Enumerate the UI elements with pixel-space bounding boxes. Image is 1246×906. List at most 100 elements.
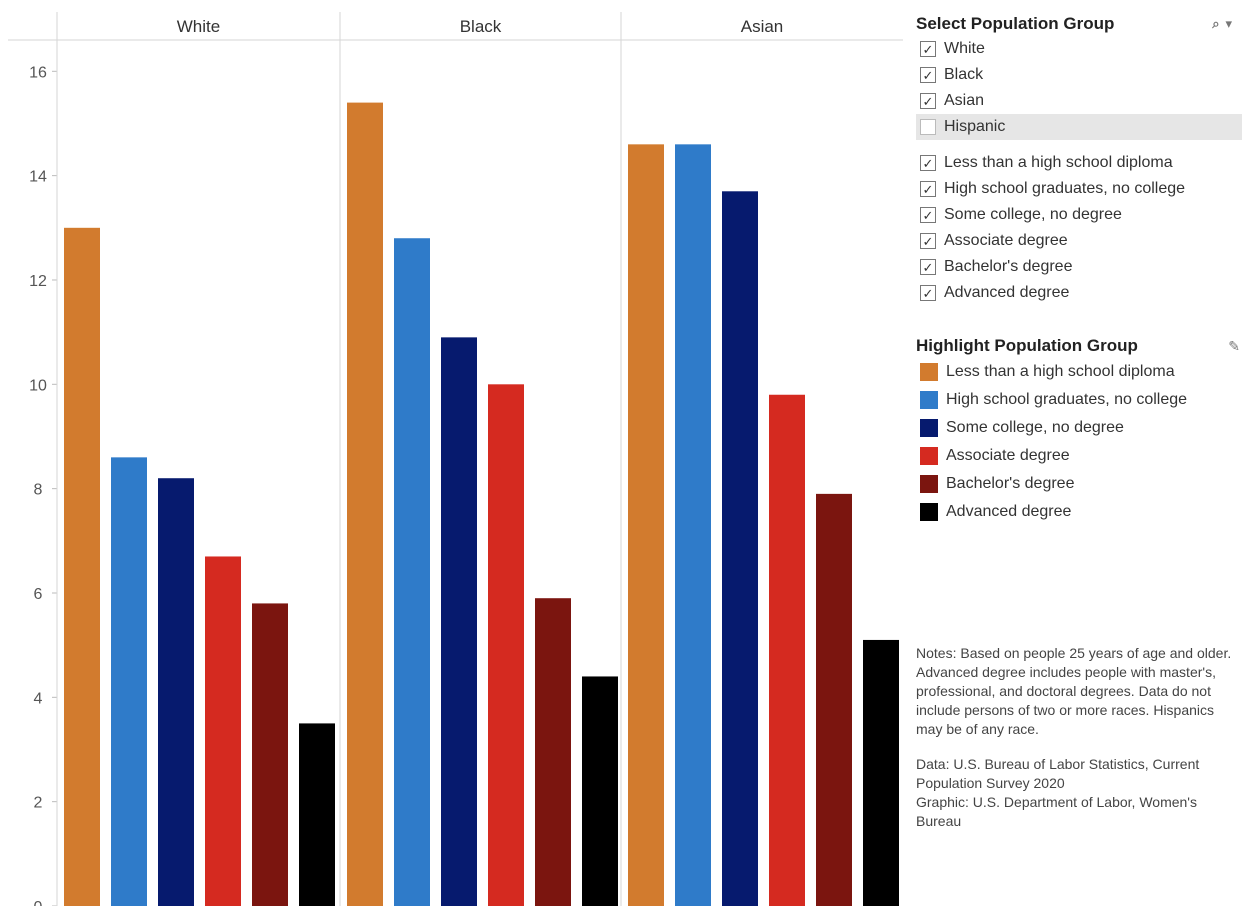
bar [299, 723, 335, 906]
y-tick-label: 6 [34, 586, 43, 603]
panel-header: Black [460, 17, 502, 36]
checkbox[interactable]: ✓ [920, 259, 936, 275]
y-axis: 0 2 4 6 8 10 12 14 16 [29, 64, 57, 906]
education-level-option-label: Advanced degree [944, 284, 1070, 301]
bar [347, 102, 383, 906]
bar [64, 227, 100, 906]
side-panel: Select Population Group ⌕▾ ✓ White ✓ Black ✓… [916, 12, 1242, 526]
bar [111, 457, 147, 906]
checkbox[interactable]: ✓ [920, 181, 936, 197]
bar [769, 394, 805, 906]
legend-list: Less than a high school diploma High scho… [916, 358, 1242, 526]
legend-item[interactable]: High school graduates, no college [916, 386, 1242, 414]
bar-marks [64, 102, 899, 906]
legend-swatch [920, 419, 938, 437]
bar [816, 493, 852, 906]
population-group-option[interactable]: ✓ Asian [916, 88, 1242, 114]
checkbox[interactable]: ✓ [920, 41, 936, 57]
filter-title: Select Population Group ⌕▾ [916, 12, 1242, 36]
checkbox[interactable]: ✓ [920, 207, 936, 223]
population-filter: Select Population Group ⌕▾ ✓ White ✓ Black ✓… [916, 12, 1242, 306]
data-source: Data: U.S. Bureau of Labor Statistics, C… [916, 756, 1200, 791]
dropdown-arrow-icon[interactable]: ▾ [1225, 16, 1238, 31]
education-level-option[interactable]: ✓ Advanced degree [916, 280, 1242, 306]
bar [158, 478, 194, 906]
bar [628, 144, 664, 906]
legend-label: Advanced degree [946, 503, 1072, 520]
population-group-option[interactable]: ✓ White [916, 36, 1242, 62]
y-tick-label: 0 [34, 899, 43, 906]
education-level-option-label: Bachelor's degree [944, 258, 1073, 275]
checkbox[interactable]: ✓ [920, 93, 936, 109]
bar [394, 238, 430, 906]
legend-swatch [920, 503, 938, 521]
y-tick-label: 10 [29, 377, 47, 394]
checkbox[interactable] [920, 119, 936, 135]
legend-label: Bachelor's degree [946, 475, 1075, 492]
legend-label: Less than a high school diploma [946, 363, 1175, 380]
filter-title-icons: ⌕▾ [1212, 12, 1238, 36]
checkbox[interactable]: ✓ [920, 155, 936, 171]
bar [535, 598, 571, 906]
panel-header: Asian [741, 17, 784, 36]
bar-chart: 0 2 4 6 8 10 12 14 16 White Black Asian [8, 12, 903, 906]
y-tick-label: 4 [34, 690, 43, 707]
education-level-option-label: High school graduates, no college [944, 180, 1186, 197]
bar [722, 191, 758, 906]
graphic-source: Graphic: U.S. Department of Labor, Women… [916, 794, 1197, 829]
y-tick-label: 14 [29, 169, 47, 186]
legend-item[interactable]: Less than a high school diploma [916, 358, 1242, 386]
legend-label: High school graduates, no college [946, 391, 1188, 408]
bar [675, 144, 711, 906]
legend-swatch [920, 363, 938, 381]
chart-panels: White Black Asian [8, 12, 903, 906]
legend-item[interactable]: Advanced degree [916, 498, 1242, 526]
bar [488, 384, 524, 906]
legend-item[interactable]: Associate degree [916, 442, 1242, 470]
population-group-option-label: White [944, 40, 985, 57]
y-tick-label: 2 [34, 795, 43, 812]
bar [205, 556, 241, 906]
checkbox[interactable]: ✓ [920, 233, 936, 249]
checkbox[interactable]: ✓ [920, 67, 936, 83]
education-level-option[interactable]: ✓ Some college, no degree [916, 202, 1242, 228]
education-level-option[interactable]: ✓ Less than a high school diploma [916, 150, 1242, 176]
population-group-option[interactable]: ✓ Black [916, 62, 1242, 88]
notes: Notes: Based on people 25 years of age a… [916, 644, 1242, 831]
search-icon[interactable]: ⌕ [1212, 16, 1226, 31]
filter-title-text: Select Population Group [916, 14, 1115, 33]
legend-label: Some college, no degree [946, 419, 1124, 436]
filter-gap [916, 140, 1242, 150]
bar [441, 337, 477, 906]
legend-swatch [920, 447, 938, 465]
education-level-option-label: Less than a high school diploma [944, 154, 1173, 171]
education-level-option[interactable]: ✓ High school graduates, no college [916, 176, 1242, 202]
bar [582, 676, 618, 906]
population-group-option[interactable]: Hispanic [916, 114, 1242, 140]
pencil-icon[interactable]: ✎ [1228, 338, 1240, 354]
education-level-option[interactable]: ✓ Bachelor's degree [916, 254, 1242, 280]
legend-swatch [920, 475, 938, 493]
population-group-list: ✓ White ✓ Black ✓ Asian Hispanic [916, 36, 1242, 140]
highlight-title: Highlight Population Group ✎ [916, 334, 1242, 358]
y-tick-label: 8 [34, 482, 43, 499]
legend-swatch [920, 391, 938, 409]
checkbox[interactable]: ✓ [920, 285, 936, 301]
legend-item[interactable]: Bachelor's degree [916, 470, 1242, 498]
education-filter-list: ✓ Less than a high school diploma ✓ High sc… [916, 150, 1242, 306]
notes-text: Notes: Based on people 25 years of age a… [916, 645, 1232, 737]
population-group-option-label: Hispanic [944, 118, 1006, 135]
legend-label: Associate degree [946, 447, 1070, 464]
legend-item[interactable]: Some college, no degree [916, 414, 1242, 442]
education-level-option-label: Some college, no degree [944, 206, 1122, 223]
y-tick-label: 16 [29, 64, 47, 81]
population-group-option-label: Black [944, 66, 984, 83]
highlight-title-text: Highlight Population Group [916, 336, 1138, 355]
population-group-option-label: Asian [944, 92, 985, 109]
bar [252, 603, 288, 906]
panel-header: White [177, 17, 220, 36]
bar [863, 639, 899, 906]
y-tick-label: 12 [29, 273, 47, 290]
education-level-option[interactable]: ✓ Associate degree [916, 228, 1242, 254]
education-level-option-label: Associate degree [944, 232, 1068, 249]
